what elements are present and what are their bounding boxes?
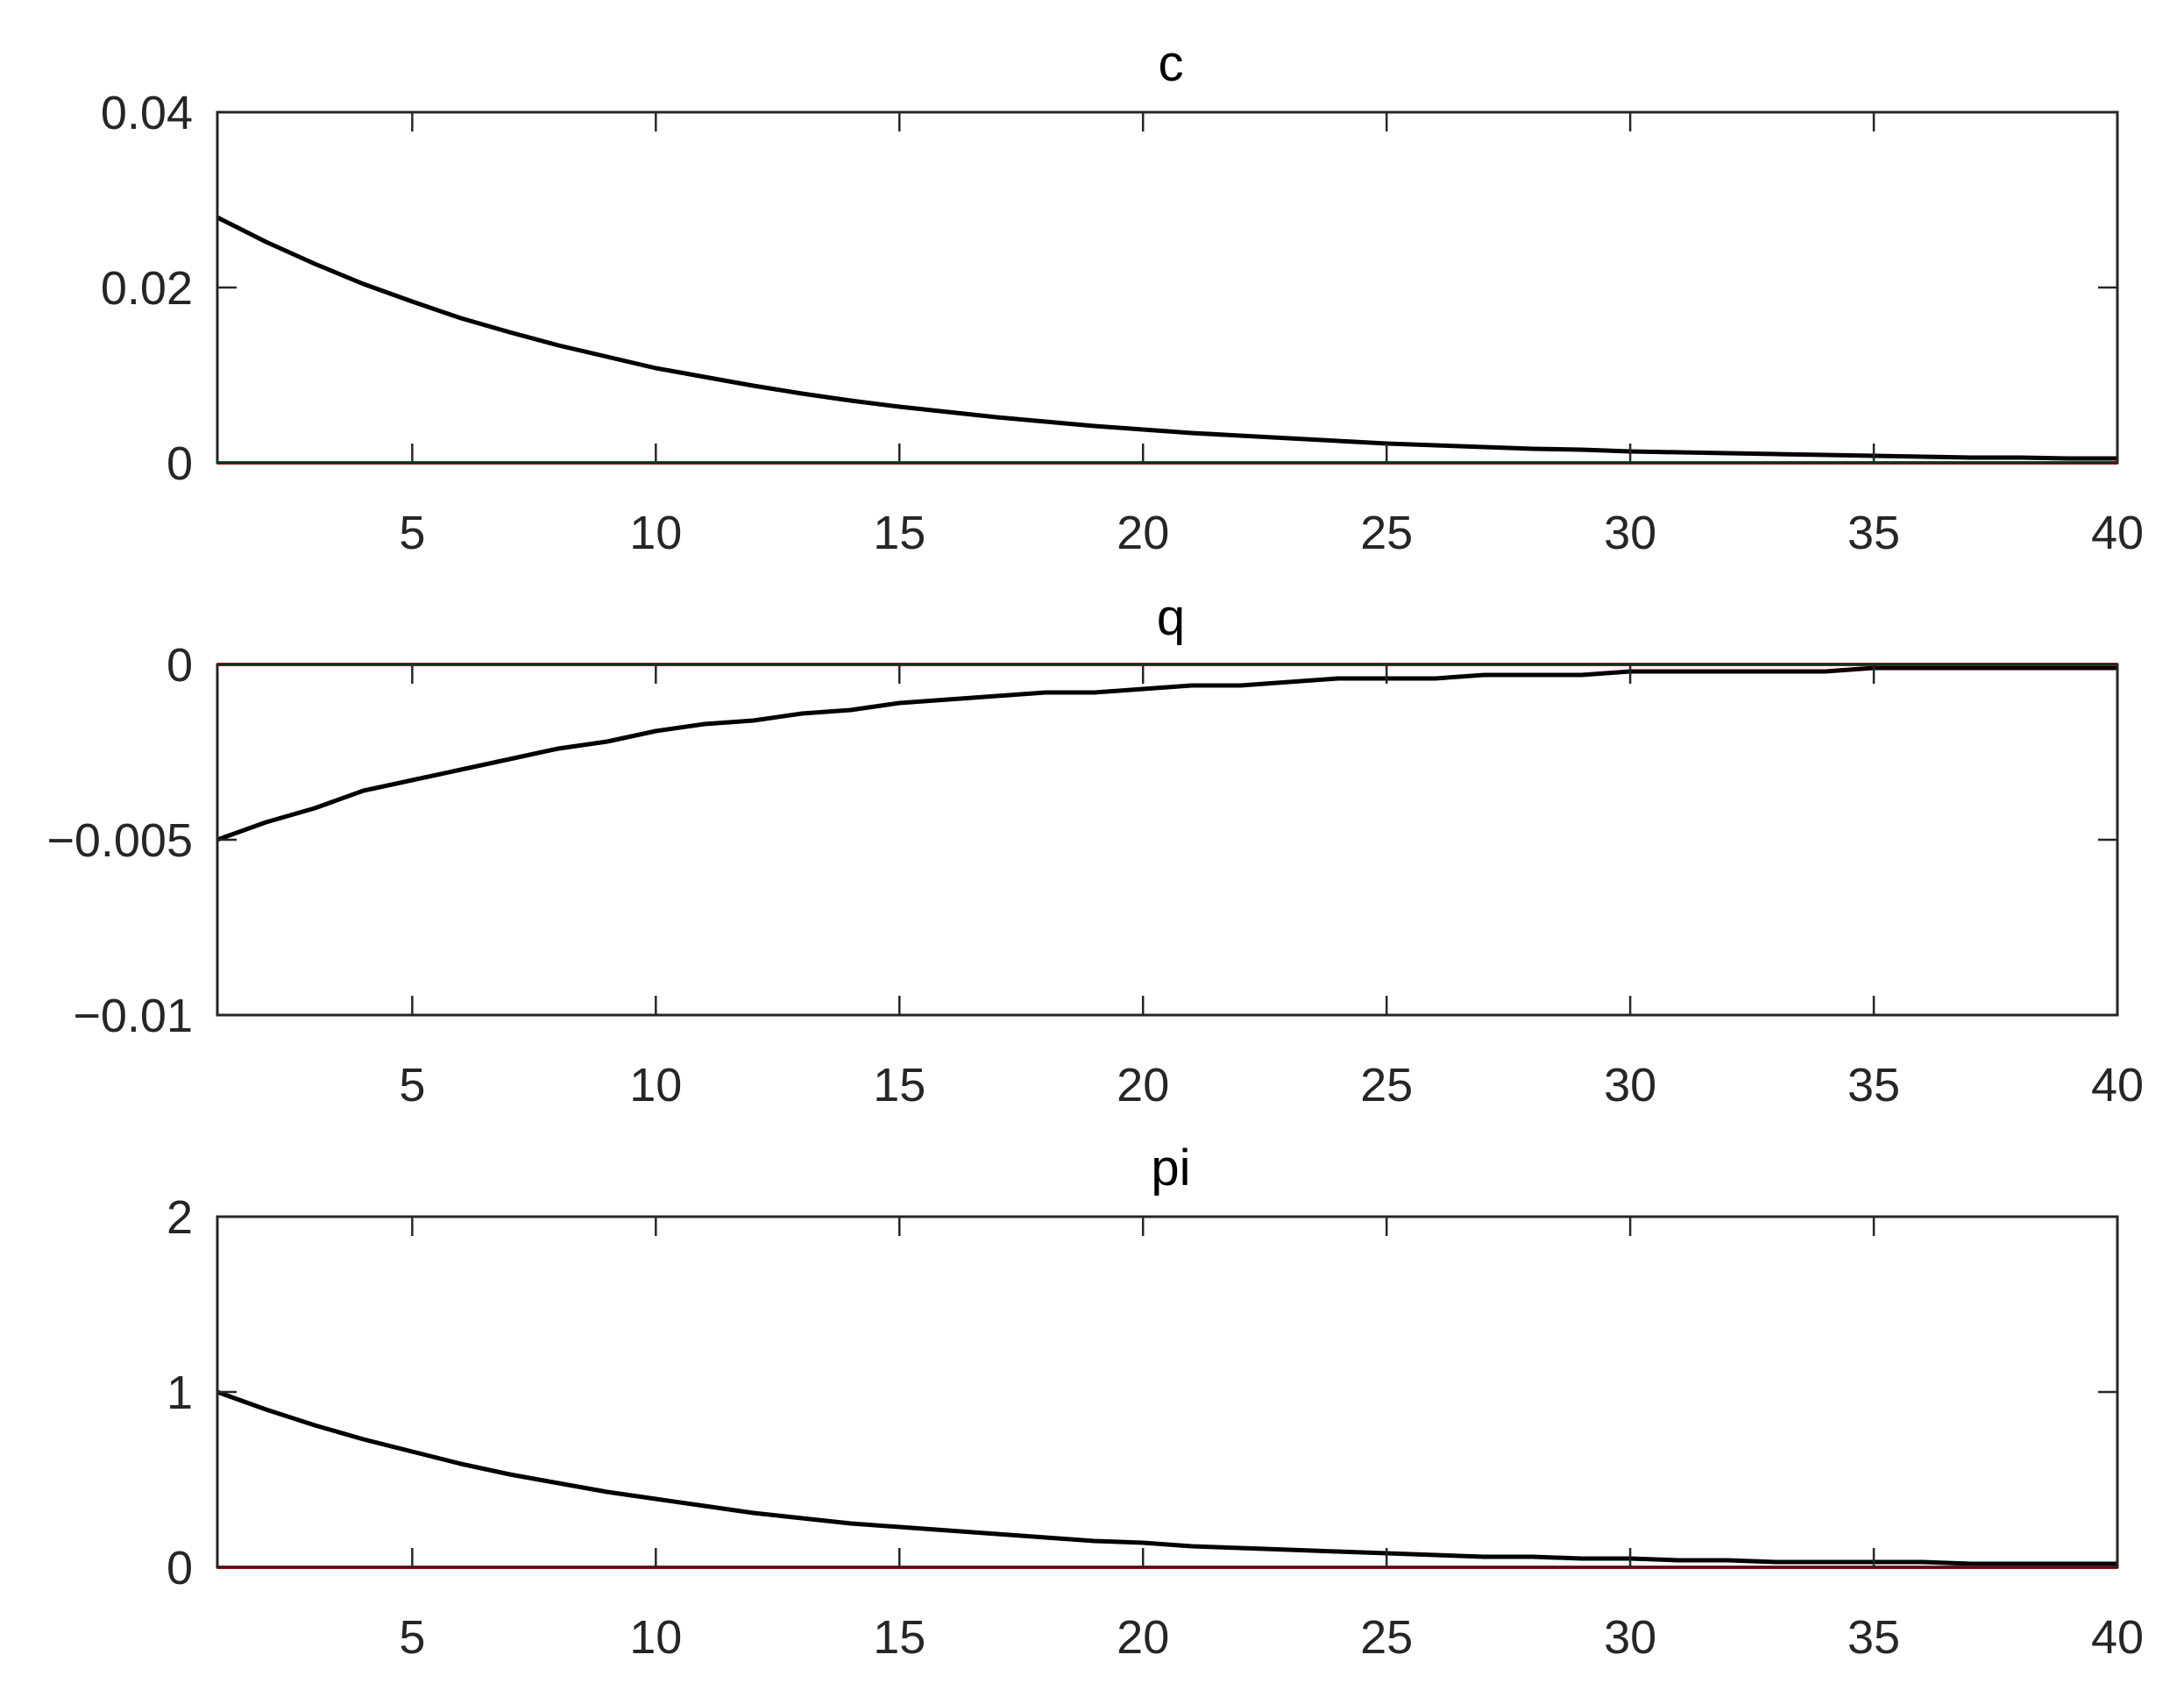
x-tick-label: 35	[1847, 507, 1900, 559]
subplot-c-axes: 5 10 15 20 25 30 35 40 0 0.02 0.04	[101, 87, 2144, 559]
x-tick-label: 25	[1360, 1059, 1413, 1111]
series-line-response	[216, 215, 2117, 461]
x-tick-label: 10	[629, 1059, 682, 1111]
plot-area	[217, 664, 2117, 1015]
x-tick-label: 5	[399, 507, 425, 559]
y-tick-label: −0.01	[73, 990, 193, 1042]
x-tick-label: 40	[2091, 1611, 2144, 1664]
x-tick-label: 5	[399, 1611, 425, 1664]
y-tick-label: −0.005	[46, 814, 193, 867]
x-tick-label: 5	[399, 1059, 425, 1111]
subplot-pi-axes: 5 10 15 20 25 30 35 40 0 1 2	[167, 1191, 2144, 1664]
series-line-response	[216, 665, 2117, 842]
x-tick-label: 10	[629, 507, 682, 559]
subplot-q-axes: 5 10 15 20 25 30 35 40 −0.01 −0.005 0	[46, 639, 2144, 1111]
x-tick-label: 15	[873, 1059, 925, 1111]
x-tick-label: 20	[1117, 1059, 1169, 1111]
y-tick-label: 0	[167, 1542, 193, 1594]
series-line-response	[216, 1389, 2117, 1566]
x-tick-label: 25	[1360, 1611, 1413, 1664]
y-tick-label: 2	[167, 1191, 193, 1244]
x-tick-label: 35	[1847, 1611, 1900, 1664]
x-tick-label: 25	[1360, 507, 1413, 559]
plot-area	[217, 112, 2117, 463]
subplot-q-title: q	[1157, 589, 1185, 646]
x-tick-label: 20	[1117, 1611, 1169, 1664]
subplot-c: c 5 10 15 20 25 30 35 40 0 0.02 0.04	[101, 35, 2144, 559]
x-tick-label: 20	[1117, 507, 1169, 559]
plot-area	[217, 1217, 2117, 1567]
x-tick-label: 30	[1604, 1611, 1656, 1664]
x-tick-label: 30	[1604, 507, 1656, 559]
x-tick-label: 10	[629, 1611, 682, 1664]
x-tick-label: 40	[2091, 1059, 2144, 1111]
x-tick-label: 15	[873, 507, 925, 559]
y-tick-label: 0	[167, 639, 193, 692]
subplot-c-title: c	[1159, 35, 1184, 92]
x-tick-label: 15	[873, 1611, 925, 1664]
x-tick-label: 35	[1847, 1059, 1900, 1111]
subplot-q: q 5 10 15 20 25 30 35 40 −0.01 −0.005 0	[46, 589, 2144, 1111]
axes-box	[216, 663, 2119, 1017]
subplot-pi: pi 5 10 15 20 25 30 35 40 0 1 2	[167, 1140, 2144, 1664]
y-tick-label: 0.02	[101, 262, 193, 315]
axes-box	[216, 1215, 2119, 1569]
x-tick-label: 30	[1604, 1059, 1656, 1111]
axes-box	[216, 110, 2119, 465]
y-tick-label: 1	[167, 1367, 193, 1419]
y-tick-label: 0	[167, 437, 193, 490]
y-tick-label: 0.04	[101, 87, 193, 139]
subplot-pi-title: pi	[1151, 1140, 1190, 1197]
x-tick-label: 40	[2091, 507, 2144, 559]
